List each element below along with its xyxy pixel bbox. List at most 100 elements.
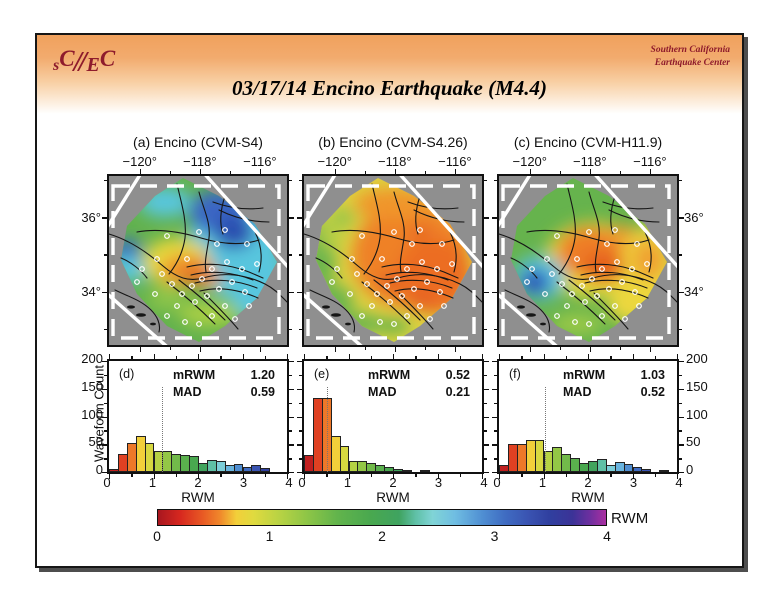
hist-tick (220, 356, 222, 359)
hist-tick (494, 402, 497, 405)
map-tick (169, 171, 172, 174)
histogram-cvm-s4-26: (e) mRWM 0.52 MAD 0.21 (297, 354, 489, 479)
x-tick-label: 1 (343, 475, 352, 490)
map-cvm-h11-9 (492, 169, 684, 352)
lat-label-36-left: 36° (81, 210, 101, 225)
hist-tick (104, 374, 107, 377)
hist-tick (459, 474, 462, 477)
map-tick (259, 347, 262, 352)
colorbar-tick-label: 4 (603, 528, 611, 544)
hist-tick (289, 361, 294, 363)
hist-tick (102, 361, 107, 363)
x-tick-label: 2 (389, 475, 397, 490)
lon-labels-b: −120° −118° −116° (302, 154, 484, 169)
y-tick-label-right: 200 (686, 351, 708, 366)
hist-tick (499, 354, 501, 359)
map-tick (394, 347, 397, 352)
x-tick-label: 4 (675, 475, 683, 490)
hist-tick (289, 430, 292, 432)
map-tick (679, 291, 684, 294)
map-tick (494, 180, 497, 182)
hist-tick (370, 356, 373, 359)
map-tick (679, 217, 684, 219)
x-axis-label-d: RWM (181, 490, 215, 505)
hist-tick (632, 354, 634, 359)
histogram-bar (401, 469, 412, 472)
scec-slide: sC EC Southern California Earthquake Cent… (35, 33, 744, 568)
hist-tick (289, 472, 294, 474)
map-tick (484, 291, 489, 294)
scec-logo: sC EC (53, 47, 115, 75)
histogram-bar (339, 446, 350, 472)
hist-tick (104, 458, 107, 460)
org-line-2: Earthquake Center (654, 58, 730, 69)
histogram-bar (260, 468, 271, 472)
stat-label: MAD (563, 385, 592, 399)
hist-tick (484, 458, 487, 460)
map-tick (424, 171, 427, 174)
hist-tick (104, 402, 107, 405)
y-tick-label-right: 100 (686, 406, 708, 422)
colorbar-ticks: 0 1 2 3 4 (153, 528, 611, 544)
lat-label-36-right: 36° (684, 210, 704, 225)
hist-tick (299, 374, 302, 377)
y-tick-label-left: 200 (81, 351, 103, 366)
map-tick (169, 347, 172, 350)
hist-tick (415, 474, 417, 477)
lon-tick-label: −120° (122, 154, 157, 169)
hist-tick (677, 354, 679, 359)
hist-tick (393, 354, 395, 359)
hist-tick (482, 354, 484, 359)
hist-tick (654, 474, 657, 477)
hist-tick (492, 472, 497, 474)
hist-tick (198, 354, 200, 359)
hist-tick (104, 430, 107, 432)
hist-tick (348, 354, 350, 359)
hist-tick (304, 474, 306, 479)
map-tick (289, 291, 294, 294)
lat-label-34-right: 34° (684, 284, 704, 299)
map-tick (484, 254, 487, 256)
hist-tick (437, 474, 439, 479)
lon-labels-a: −120° −118° −116° (107, 154, 289, 169)
stat-value: 0.52 (640, 385, 665, 399)
colorbar-tick-label: 1 (265, 528, 274, 544)
map-tick (297, 291, 302, 294)
hist-tick (565, 356, 568, 359)
map-tick (619, 347, 622, 350)
hist-tick (494, 458, 497, 460)
hist-tick (543, 354, 545, 359)
hist-tick (484, 430, 487, 432)
stat-value: 0.52 (445, 368, 470, 382)
hist-tick (588, 474, 590, 479)
x-tick-label: 4 (285, 475, 293, 490)
map-tick (364, 347, 367, 350)
hist-tick (484, 444, 489, 446)
lon-labels-c: −120° −118° −116° (497, 154, 679, 169)
x-tick-label: 0 (493, 475, 501, 490)
hist-tick (492, 388, 497, 391)
stat-value: 0.59 (250, 385, 275, 399)
map-tick (589, 169, 592, 174)
hist-tick (289, 374, 292, 377)
map-tick (229, 347, 232, 350)
map-tick (259, 169, 262, 174)
map-tick (334, 347, 337, 352)
stat-label: mRWM (173, 368, 216, 382)
hist-tick (289, 458, 292, 460)
hist-tick (297, 444, 302, 446)
hist-tick (287, 354, 289, 359)
map-tick (679, 328, 682, 331)
hist-tick (109, 474, 111, 479)
hist-tick (499, 474, 501, 479)
stat-value: 1.20 (250, 368, 275, 382)
map-tick (492, 217, 497, 219)
stat-label: mRWM (563, 368, 606, 382)
map-tick (649, 169, 652, 174)
hist-tick (287, 474, 289, 479)
hist-tick (299, 402, 302, 405)
map-tick (559, 171, 562, 174)
map-tick (297, 217, 302, 219)
colorbar-label: RWM (611, 510, 649, 527)
hist-tick (220, 474, 222, 477)
